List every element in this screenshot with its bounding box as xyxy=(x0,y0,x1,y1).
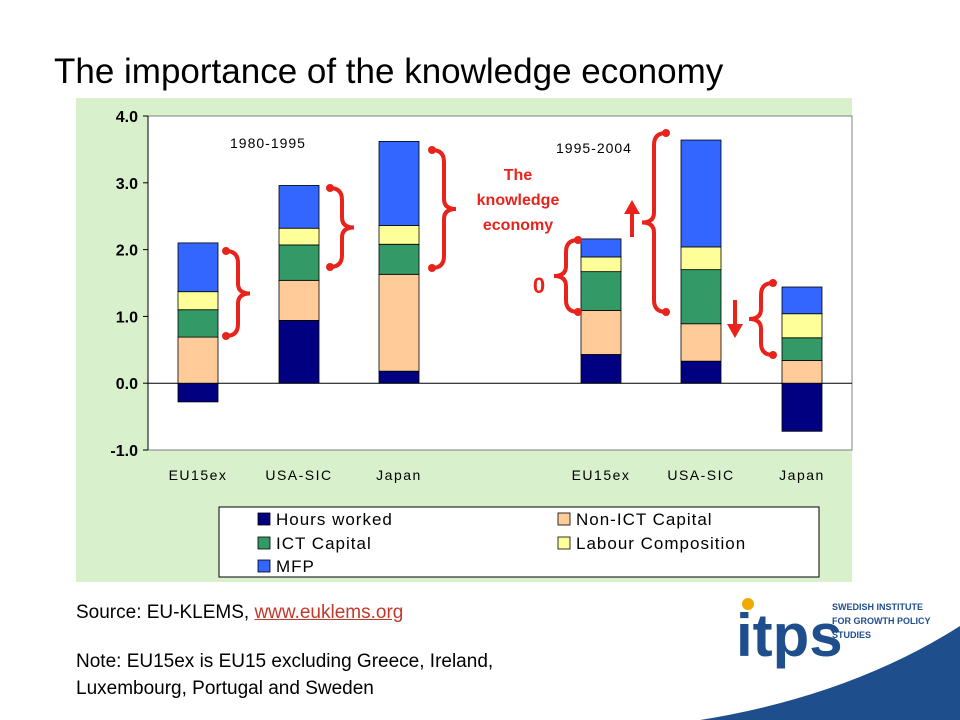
annotation-text: economy xyxy=(483,217,553,234)
x-tick-label: USA-SIC xyxy=(265,467,332,483)
down-arrow-head xyxy=(727,324,743,338)
bar-ict-capital xyxy=(278,244,320,281)
logo-line-1: SWEDISH INSTITUTE xyxy=(832,602,923,612)
bar-hours-worked xyxy=(177,382,219,403)
zero-label: 0 xyxy=(533,273,545,298)
plot-area xyxy=(147,115,853,451)
brace-tip xyxy=(428,146,436,154)
x-tick-label: USA-SIC xyxy=(667,467,734,483)
y-tick-label: -1.0 xyxy=(110,443,138,460)
brace-tip xyxy=(769,351,777,359)
legend-swatch-ict-capital xyxy=(257,536,271,550)
legend-swatch-non-ict-capital xyxy=(557,512,571,526)
period-label: 1995-2004 xyxy=(556,140,632,156)
bar-ict-capital xyxy=(378,243,420,275)
bar-mfp xyxy=(781,286,823,315)
bar-labour-composition xyxy=(378,225,420,245)
bar-ict-capital xyxy=(680,269,722,325)
bar-non-ict-capital xyxy=(580,309,622,355)
note-line-1: Note: EU15ex is EU15 excluding Greece, I… xyxy=(76,651,494,672)
x-tick-label: Japan xyxy=(376,467,422,483)
brace-tip xyxy=(326,184,334,192)
legend-swatch-labour-composition xyxy=(557,536,571,550)
y-tick-label: 3.0 xyxy=(116,176,138,193)
itps-logo: itps SWEDISH INSTITUTE FOR GROWTH POLICY… xyxy=(700,598,960,720)
bar-non-ict-capital xyxy=(278,279,320,321)
legend-label-labour-composition: Labour Composition xyxy=(576,534,746,553)
bar-non-ict-capital xyxy=(680,323,722,362)
brace-tip xyxy=(326,263,334,271)
logo-dot xyxy=(742,598,754,610)
bar-labour-composition xyxy=(781,313,823,339)
source-line: Source: EU-KLEMS, www.euklems.org xyxy=(76,602,403,624)
brace-tip xyxy=(574,236,582,244)
bar-mfp xyxy=(177,242,219,293)
note-text: Note: EU15ex is EU15 excluding Greece, I… xyxy=(76,648,676,702)
brace xyxy=(430,148,457,270)
bar-mfp xyxy=(378,140,420,226)
x-tick-label: EU15ex xyxy=(572,467,631,483)
bar-ict-capital xyxy=(177,309,219,338)
logo-swoosh xyxy=(700,626,960,720)
y-tick-label: 0.0 xyxy=(116,376,138,393)
annotation-text: knowledge xyxy=(477,192,560,209)
bar-hours-worked xyxy=(680,360,722,384)
bar-mfp xyxy=(680,139,722,248)
bar-labour-composition xyxy=(580,256,622,273)
brace xyxy=(553,238,580,314)
brace-tip xyxy=(662,308,670,316)
bar-labour-composition xyxy=(177,291,219,311)
up-arrow-head xyxy=(624,200,640,214)
brace xyxy=(224,249,251,338)
bar-mfp xyxy=(580,238,622,258)
legend-box xyxy=(218,506,820,578)
y-tick-label: 2.0 xyxy=(116,243,138,260)
annotation-text: The xyxy=(504,167,533,184)
bar-non-ict-capital xyxy=(781,360,823,384)
brace-tip xyxy=(222,247,230,255)
brace-tip xyxy=(662,129,670,137)
note-line-2: Luxembourg, Portugal and Sweden xyxy=(76,678,374,699)
legend-label-ict-capital: ICT Capital xyxy=(276,534,372,553)
legend-label-mfp: MFP xyxy=(276,557,315,576)
bar-non-ict-capital xyxy=(378,273,420,372)
bar-ict-capital xyxy=(781,337,823,361)
bar-ict-capital xyxy=(580,271,622,311)
brace xyxy=(641,131,668,314)
brace xyxy=(328,186,355,269)
logo-line-2: FOR GROWTH POLICY xyxy=(832,616,931,626)
bar-hours-worked xyxy=(580,354,622,384)
source-prefix: Source: EU-KLEMS, xyxy=(76,602,255,623)
brace-tip xyxy=(769,279,777,287)
brace-tip xyxy=(222,332,230,340)
logo-wordmark: itps xyxy=(736,602,843,669)
y-tick-label: 4.0 xyxy=(116,109,138,126)
brace-tip xyxy=(428,264,436,272)
bar-labour-composition xyxy=(680,246,722,271)
brace-tip xyxy=(574,308,582,316)
x-tick-label: Japan xyxy=(779,467,825,483)
bar-hours-worked xyxy=(278,320,320,384)
period-label: 1980-1995 xyxy=(230,135,306,151)
brace xyxy=(748,281,775,357)
bar-hours-worked xyxy=(781,382,823,432)
source-link[interactable]: www.euklems.org xyxy=(254,602,404,623)
x-tick-label: EU15ex xyxy=(169,467,228,483)
bar-hours-worked xyxy=(378,370,420,384)
page-title: The importance of the knowledge economy xyxy=(54,52,724,91)
bar-labour-composition xyxy=(278,227,320,246)
logo-line-3: STUDIES xyxy=(832,630,871,640)
legend-label-non-ict-capital: Non-ICT Capital xyxy=(576,510,713,529)
legend-swatch-mfp xyxy=(257,559,271,573)
legend-swatch-hours-worked xyxy=(257,512,271,526)
y-tick-label: 1.0 xyxy=(116,309,138,326)
bar-mfp xyxy=(278,185,320,229)
bar-non-ict-capital xyxy=(177,336,219,384)
legend-label-hours-worked: Hours worked xyxy=(276,510,393,529)
